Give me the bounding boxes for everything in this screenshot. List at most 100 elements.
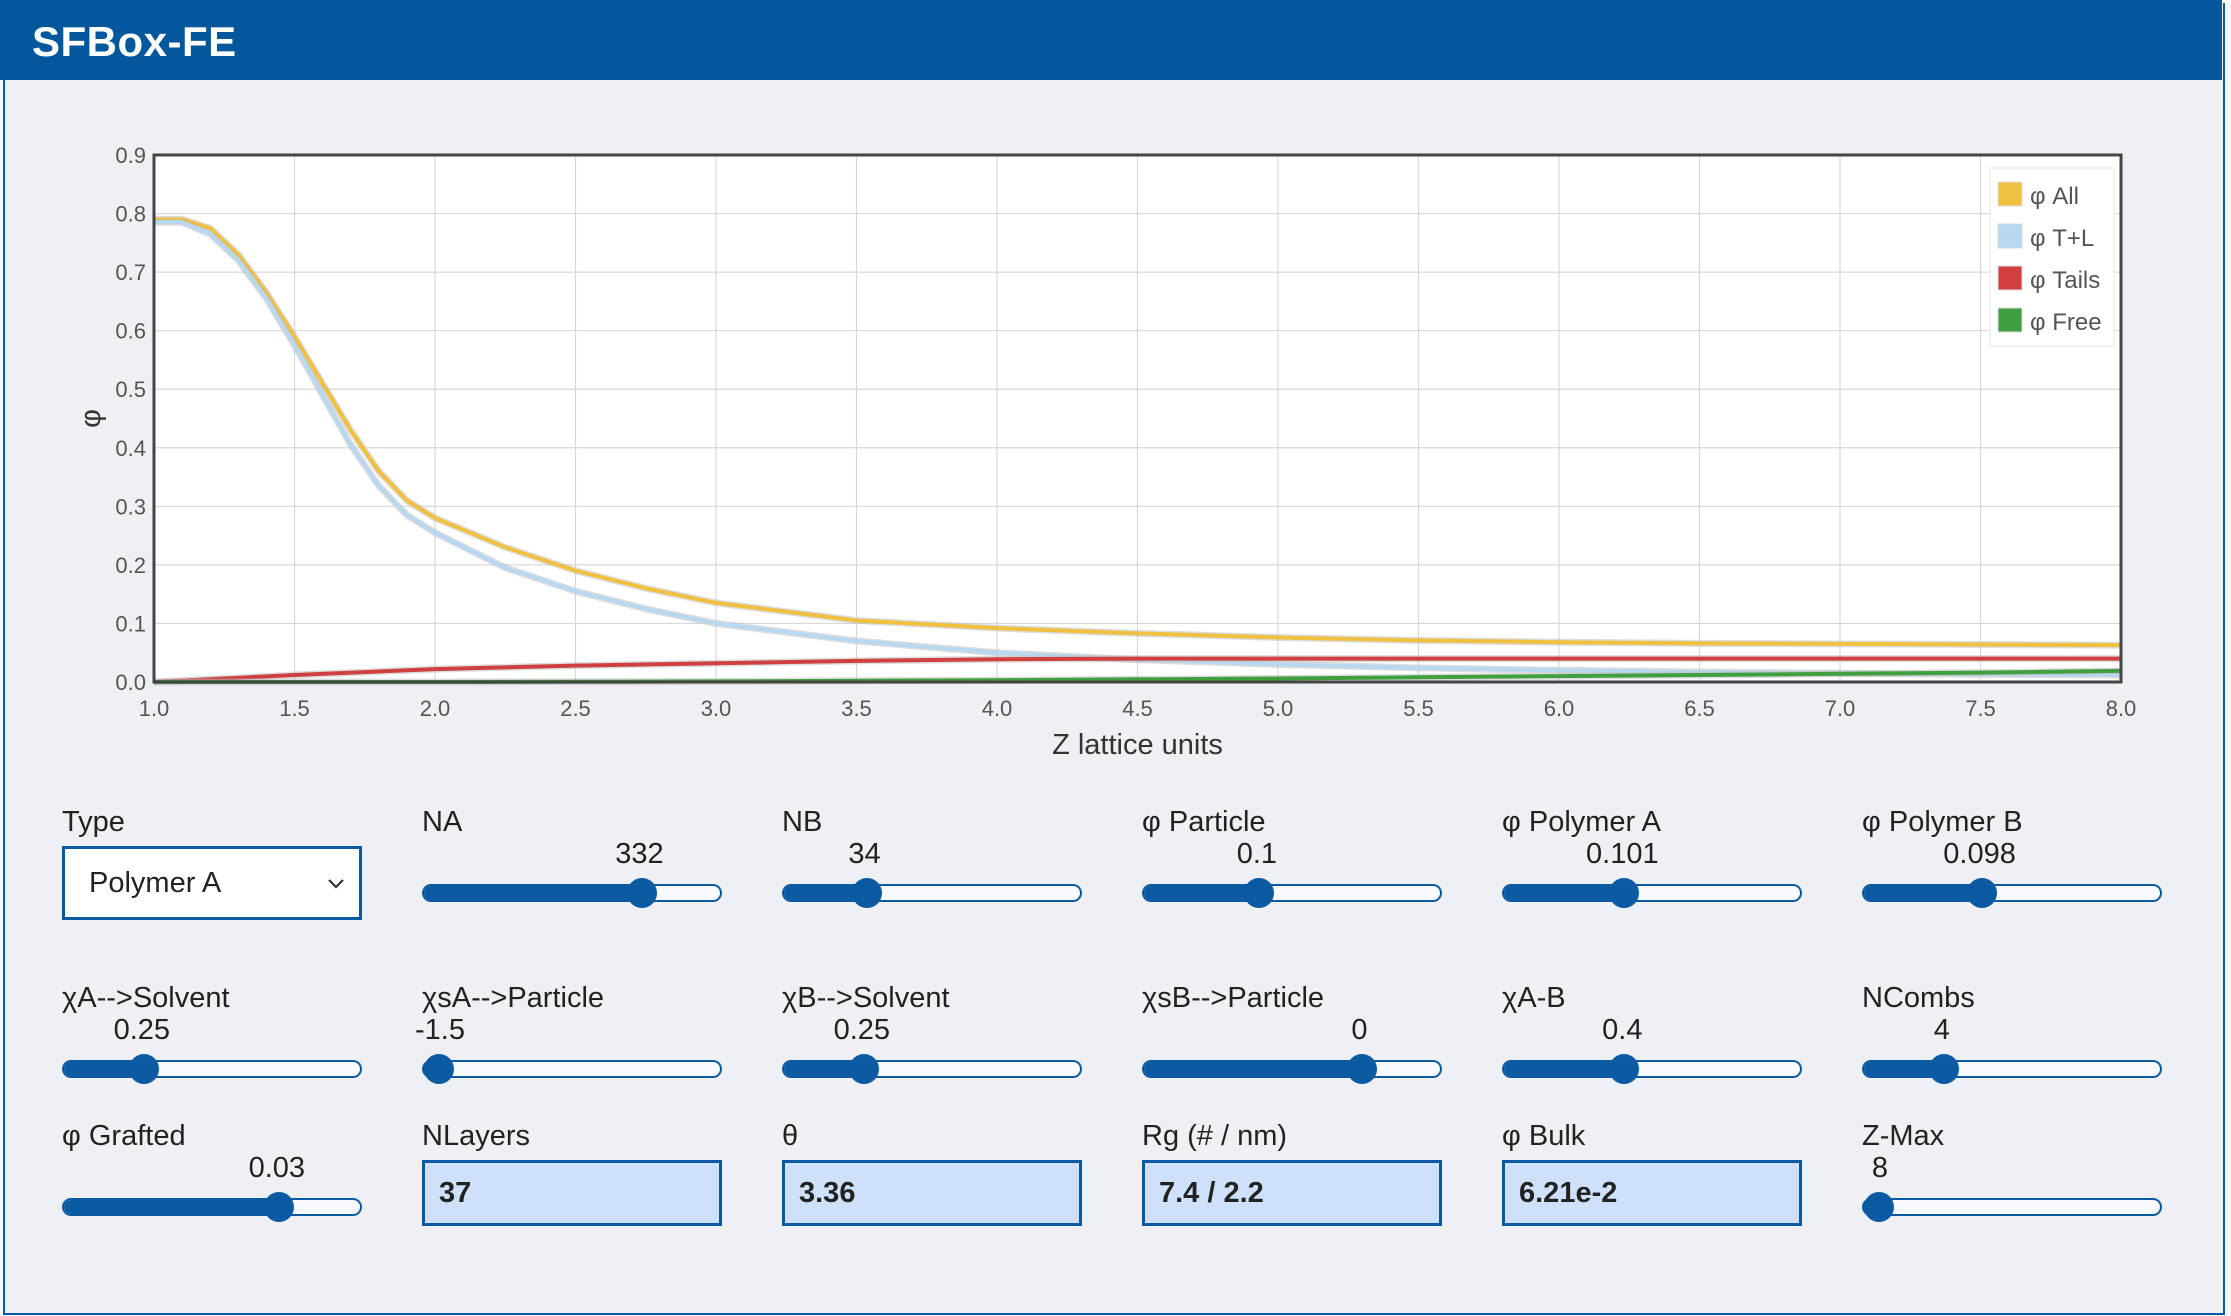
nlayers-control: NLayers 37	[422, 1120, 722, 1230]
phi-polymer-a-label: φ Polymer A	[1502, 806, 1662, 838]
legend-swatch	[1997, 223, 2023, 249]
legend-swatch	[1997, 181, 2023, 207]
chi-b-solvent-value: 0.25	[833, 1014, 891, 1046]
phi-particle-slider-thumb[interactable]	[1243, 878, 1274, 908]
chi-a-b-slider-thumb[interactable]	[1609, 1054, 1640, 1084]
chi-sa-particle-control: χsA-->Particle -1.5	[415, 982, 722, 1092]
y-tick-label: 0.5	[115, 377, 146, 402]
chi-a-b-label: χA-B	[1502, 982, 1566, 1014]
series-line	[153, 656, 2121, 684]
type-selected-value: Polymer A	[89, 867, 222, 899]
phi-grafted-value: 0.03	[248, 1152, 306, 1184]
phi-polymer-a-slider-thumb[interactable]	[1609, 878, 1640, 908]
nlayers-label: NLayers	[422, 1120, 530, 1152]
chi-b-solvent-slider-thumb[interactable]	[848, 1054, 879, 1084]
y-tick-label: 0.3	[115, 494, 146, 519]
phi-grafted-slider[interactable]	[62, 1192, 362, 1222]
ncombs-slider[interactable]	[1862, 1054, 2162, 1084]
legend-label: φ Tails	[2030, 267, 2100, 294]
x-tick-label: 7.5	[1965, 696, 1996, 721]
chi-a-b-value: 0.4	[1602, 1014, 1643, 1046]
zmax-value: 8	[1871, 1152, 1889, 1184]
series-line	[154, 220, 2122, 677]
rg-value: 7.4 / 2.2	[1159, 1177, 1264, 1209]
y-tick-label: 0.9	[115, 143, 146, 168]
rg-control: Rg (# / nm) 7.4 / 2.2	[1142, 1120, 1442, 1230]
phi-particle-label: φ Particle	[1142, 806, 1266, 838]
chi-sa-particle-slider-thumb[interactable]	[424, 1054, 454, 1084]
phi-grafted-slider-thumb[interactable]	[263, 1192, 294, 1222]
x-tick-label: 4.0	[982, 696, 1013, 721]
x-tick-label: 4.5	[1122, 696, 1153, 721]
nb-slider[interactable]	[782, 878, 1082, 908]
y-tick-label: 0.7	[115, 260, 146, 285]
x-tick-label: 3.5	[841, 696, 872, 721]
theta-control: θ 3.36	[782, 1120, 1082, 1230]
zmax-slider-thumb[interactable]	[1864, 1192, 1894, 1222]
type-select[interactable]: Polymer A	[62, 846, 362, 920]
ncombs-slider-thumb[interactable]	[1928, 1054, 1959, 1084]
chi-sb-particle-value: 0	[1351, 1014, 1368, 1046]
chi-a-b-control: χA-B 0.4	[1502, 982, 1802, 1092]
phi-polymer-a-slider[interactable]	[1502, 878, 1802, 908]
phi-polymer-b-control: φ Polymer B 0.098	[1862, 806, 2162, 916]
chi-sa-particle-slider[interactable]	[422, 1054, 722, 1084]
na-slider-thumb[interactable]	[626, 878, 657, 908]
x-tick-label: 6.0	[1544, 696, 1575, 721]
x-tick-label: 5.5	[1403, 696, 1434, 721]
phi-polymer-a-value: 0.101	[1586, 838, 1659, 870]
chi-sb-particle-slider-thumb[interactable]	[1346, 1054, 1377, 1084]
chi-a-b-slider[interactable]	[1502, 1054, 1802, 1084]
phi-polymer-b-label: φ Polymer B	[1862, 806, 2023, 838]
x-tick-label: 2.0	[420, 696, 451, 721]
type-label: Type	[62, 806, 125, 838]
rg-output: 7.4 / 2.2	[1142, 1160, 1442, 1226]
phi-particle-slider[interactable]	[1142, 878, 1442, 908]
chi-sb-particle-control: χsB-->Particle 0	[1142, 982, 1442, 1092]
phi-grafted-label: φ Grafted	[62, 1120, 186, 1152]
na-value: 332	[615, 838, 664, 870]
x-tick-label: 1.0	[139, 696, 170, 721]
zmax-label: Z-Max	[1862, 1120, 1945, 1152]
chi-a-solvent-slider-thumb[interactable]	[128, 1054, 159, 1084]
na-label: NA	[422, 806, 463, 838]
chi-b-solvent-control: χB-->Solvent 0.25	[782, 982, 1082, 1092]
nb-value: 34	[848, 838, 881, 870]
phi-bulk-control: φ Bulk 6.21e-2	[1502, 1120, 1802, 1230]
x-tick-label: 6.5	[1684, 696, 1715, 721]
phi-grafted-control: φ Grafted 0.03	[62, 1120, 362, 1230]
legend-label: φ Free	[2030, 309, 2102, 336]
rg-label: Rg (# / nm)	[1142, 1120, 1288, 1152]
chi-b-solvent-slider[interactable]	[782, 1054, 1082, 1084]
chi-a-solvent-value: 0.25	[113, 1014, 171, 1046]
legend-label: φ T+L	[2030, 225, 2094, 252]
zmax-control: Z-Max 8	[1862, 1120, 2162, 1230]
y-tick-label: 0.6	[115, 319, 146, 344]
ncombs-control: NCombs 4	[1862, 982, 2162, 1092]
phi-particle-control: φ Particle 0.1	[1142, 806, 1442, 916]
chi-sa-particle-value: -1.5	[415, 1014, 465, 1046]
x-tick-label: 5.0	[1263, 696, 1294, 721]
phi-bulk-value: 6.21e-2	[1519, 1177, 1618, 1209]
legend-swatch	[1997, 307, 2023, 333]
theta-value: 3.36	[799, 1177, 856, 1209]
phi-polymer-b-slider[interactable]	[1862, 878, 2162, 908]
x-tick-label: 7.0	[1825, 696, 1856, 721]
phi-bulk-output: 6.21e-2	[1502, 1160, 1802, 1226]
x-tick-label: 8.0	[2106, 696, 2137, 721]
type-control: Type Polymer A	[62, 806, 362, 920]
na-slider[interactable]	[422, 878, 722, 908]
zmax-slider[interactable]	[1862, 1192, 2162, 1222]
chi-sb-particle-slider[interactable]	[1142, 1054, 1442, 1084]
ncombs-label: NCombs	[1862, 982, 1975, 1014]
nb-slider-thumb[interactable]	[851, 878, 882, 908]
nb-control: NB 34	[782, 806, 1082, 916]
x-tick-label: 1.5	[279, 696, 310, 721]
y-tick-label: 0.2	[115, 553, 146, 578]
phi-polymer-b-slider-thumb[interactable]	[1966, 878, 1997, 908]
na-control: NA 332	[422, 806, 722, 916]
chevron-down-icon	[328, 879, 344, 889]
legend-label: φ All	[2030, 183, 2079, 210]
nlayers-value: 37	[439, 1177, 472, 1209]
chi-a-solvent-slider[interactable]	[62, 1054, 362, 1084]
